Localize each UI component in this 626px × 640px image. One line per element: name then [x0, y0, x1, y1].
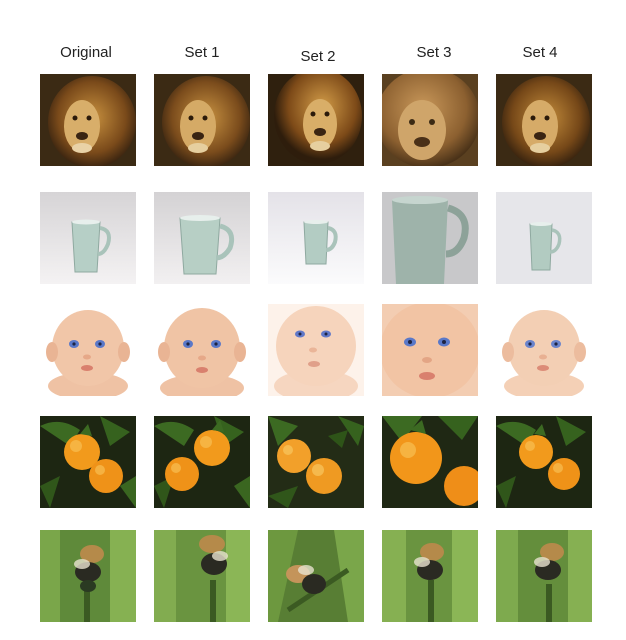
mug-set-3-image: [382, 192, 478, 284]
mug-set-1-image: [154, 192, 250, 284]
baby-original-image: [40, 304, 136, 396]
column-header-set-3: Set 3: [416, 44, 452, 61]
bee-set-4-image: [496, 530, 592, 622]
mug-original-image: [40, 192, 136, 284]
column-header-set-2: Set 2: [300, 48, 336, 65]
mug-set-4-image: [496, 192, 592, 284]
oranges-set-1-image: [154, 416, 250, 508]
oranges-set-2-image: [268, 416, 364, 508]
bee-original-image: [40, 530, 136, 622]
baby-set-4-image: [496, 304, 592, 396]
bee-set-2-image: [268, 530, 364, 622]
column-header-set-1: Set 1: [184, 44, 220, 61]
bee-set-1-image: [154, 530, 250, 622]
column-header-original: Original: [60, 44, 112, 61]
baby-set-1-image: [154, 304, 250, 396]
oranges-set-4-image: [496, 416, 592, 508]
mug-set-2-image: [268, 192, 364, 284]
bee-set-3-image: [382, 530, 478, 622]
baby-set-3-image: [382, 304, 478, 396]
oranges-original-image: [40, 416, 136, 508]
lion-original-image: [40, 74, 136, 166]
lion-set-4-image: [496, 74, 592, 166]
lion-set-3-image: [382, 74, 478, 166]
column-header-set-4: Set 4: [522, 44, 558, 61]
lion-set-2-image: [268, 74, 364, 166]
baby-set-2-image: [268, 304, 364, 396]
oranges-set-3-image: [382, 416, 478, 508]
lion-set-1-image: [154, 74, 250, 166]
